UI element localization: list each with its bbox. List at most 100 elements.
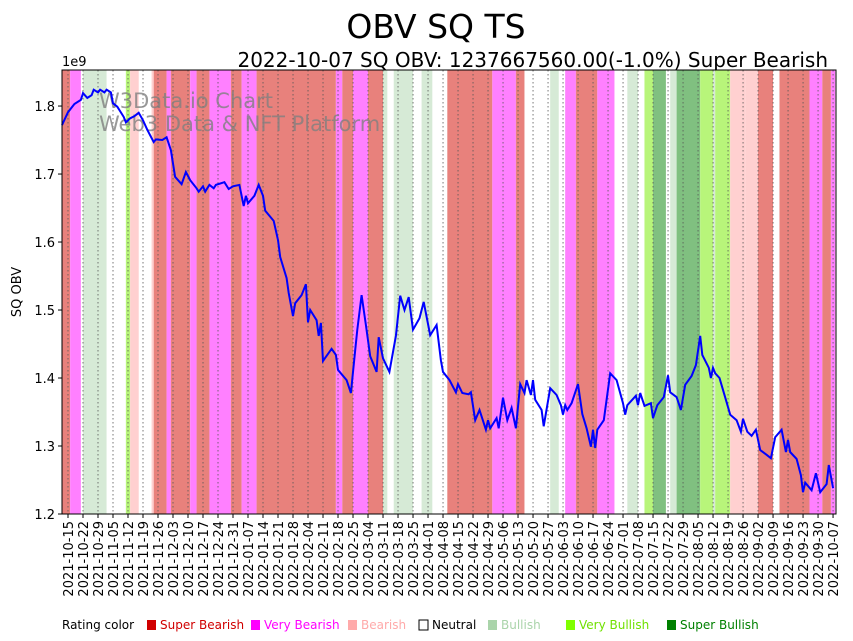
x-tick-label: 2022-07-01 — [617, 521, 632, 597]
rating-band-very-bearish — [830, 70, 836, 514]
legend-swatch — [348, 620, 357, 630]
x-tick-label: 2022-01-07 — [242, 521, 257, 597]
y-tick-label: 1.7 — [34, 168, 55, 183]
rating-band-bearish — [151, 70, 154, 514]
rating-band-bullish — [713, 70, 716, 514]
x-tick-label: 2022-02-11 — [317, 521, 332, 597]
x-tick-label: 2022-07-08 — [632, 521, 647, 597]
x-tick-label: 2021-10-29 — [92, 521, 107, 597]
rating-band-bullish — [627, 70, 639, 514]
rating-band-super-bullish — [676, 70, 701, 514]
x-tick-label: 2022-06-17 — [587, 521, 602, 597]
x-tick-label: 2022-10-07 — [827, 521, 842, 597]
x-tick-label: 2022-08-12 — [707, 521, 722, 597]
legend-label: Super Bullish — [680, 618, 759, 632]
y-tick-label: 1.3 — [34, 440, 55, 455]
x-tick-label: 2022-01-21 — [272, 521, 287, 597]
rating-band-super-bearish — [779, 70, 810, 514]
x-tick-label: 2022-06-24 — [602, 521, 617, 597]
x-tick-label: 2022-06-03 — [557, 521, 572, 597]
legend-swatch — [418, 619, 429, 631]
x-tick-label: 2022-09-09 — [767, 521, 782, 597]
legend-label: Super Bearish — [160, 618, 244, 632]
rating-band-super-bearish — [368, 70, 384, 514]
watermark-line-2: Web3 Data & NFT Platform — [99, 112, 380, 136]
x-tick-label: 2022-07-22 — [662, 521, 677, 597]
legend-swatch — [566, 620, 575, 630]
watermark: W3Data.io Chart Web3 Data & NFT Platform — [99, 89, 380, 136]
x-tick-label: 2022-03-11 — [377, 521, 392, 597]
x-tick-label: 2021-12-03 — [167, 521, 182, 597]
plot-frame — [61, 69, 837, 515]
x-tick-label: 2021-11-12 — [122, 521, 137, 597]
rating-band-bullish — [393, 70, 414, 514]
legend-swatch — [147, 620, 156, 630]
y-tick-label: 1.6 — [34, 236, 55, 251]
rating-band-super-bearish — [342, 70, 354, 514]
x-tick-label: 2021-12-17 — [197, 521, 212, 597]
x-tick-label: 2022-02-18 — [332, 521, 347, 597]
y-axis-label: SQ OBV — [10, 267, 25, 317]
y-tick-label: 1.5 — [34, 304, 55, 319]
rating-band-very-bearish — [809, 70, 823, 514]
rating-band-bullish — [383, 70, 388, 514]
x-tick-label: 2022-07-15 — [647, 521, 662, 597]
x-tick-label: 2022-01-28 — [287, 521, 302, 597]
x-tick-label: 2022-05-20 — [527, 521, 542, 597]
rating-band-very-bearish — [597, 70, 615, 514]
x-tick-label: 2022-02-25 — [347, 521, 362, 597]
watermark-line-1: W3Data.io Chart — [99, 89, 273, 113]
legend-label: Very Bearish — [264, 618, 340, 632]
x-tick-label: 2021-10-15 — [62, 521, 77, 597]
y-multiplier-label: 1e9 — [62, 55, 87, 70]
legend-label: Neutral — [432, 618, 476, 632]
x-tick-label: 2022-05-27 — [542, 521, 557, 597]
x-tick-label: 2021-11-05 — [107, 521, 122, 597]
rating-band-super-bearish — [822, 70, 831, 514]
rating-bands — [62, 70, 836, 514]
rating-band-very-bearish — [335, 70, 343, 514]
rating-band-bullish — [550, 70, 559, 514]
chart-subtitle: 2022-10-07 SQ OBV: 1237667560.00(-1.0%) … — [237, 48, 828, 72]
y-axis: 1.2 1.3 1.4 1.5 1.6 1.7 1.8 — [34, 100, 62, 523]
rating-band-super-bearish — [196, 70, 210, 514]
rating-legend: Rating color Super Bearish Very Bearish Bea… — [62, 618, 759, 632]
x-tick-label: 2022-05-13 — [512, 521, 527, 597]
x-tick-label: 2021-12-31 — [227, 521, 242, 597]
legend-label: Bullish — [501, 618, 541, 632]
rating-band-very-bullish — [125, 70, 131, 514]
x-tick-label: 2022-09-23 — [797, 521, 812, 597]
x-tick-label: 2021-11-19 — [137, 521, 152, 597]
rating-band-very-bearish — [565, 70, 576, 514]
y-tick-label: 1.4 — [34, 372, 55, 387]
x-tick-label: 2022-03-18 — [392, 521, 407, 597]
y-tick-label: 1.8 — [34, 100, 55, 115]
chart-title: OBV SQ TS — [346, 7, 525, 46]
x-tick-label: 2022-07-29 — [677, 521, 692, 597]
rating-band-very-bullish — [700, 70, 714, 514]
x-tick-label: 2022-01-14 — [257, 521, 272, 597]
x-tick-label: 2022-04-15 — [452, 521, 467, 597]
legend-label: Very Bullish — [579, 618, 649, 632]
x-tick-label: 2022-08-05 — [692, 521, 707, 597]
rating-band-bullish — [421, 70, 433, 514]
rating-band-super-bearish — [256, 70, 336, 514]
legend-title: Rating color — [62, 618, 134, 632]
rating-band-super-bearish — [62, 70, 71, 514]
x-tick-label: 2021-11-26 — [152, 521, 167, 597]
x-tick-label: 2022-09-16 — [782, 521, 797, 597]
rating-band-very-bearish — [209, 70, 231, 514]
x-tick-label: 2022-02-04 — [302, 521, 317, 597]
x-tick-label: 2022-03-25 — [407, 521, 422, 597]
x-tick-label: 2022-09-30 — [812, 521, 827, 597]
y-tick-label: 1.2 — [34, 508, 55, 523]
legend-swatch — [251, 620, 260, 630]
x-tick-label: 2022-04-08 — [437, 521, 452, 597]
x-axis: 2021-10-15 2021-10-22 2021-10-29 2021-11-05… — [62, 514, 842, 597]
rating-band-very-bearish — [190, 70, 197, 514]
x-tick-label: 2022-03-04 — [362, 521, 377, 597]
x-tick-label: 2022-08-19 — [722, 521, 737, 597]
rating-band-bearish — [130, 70, 139, 514]
rating-band-super-bearish — [758, 70, 774, 514]
rating-band-very-bearish — [241, 70, 257, 514]
